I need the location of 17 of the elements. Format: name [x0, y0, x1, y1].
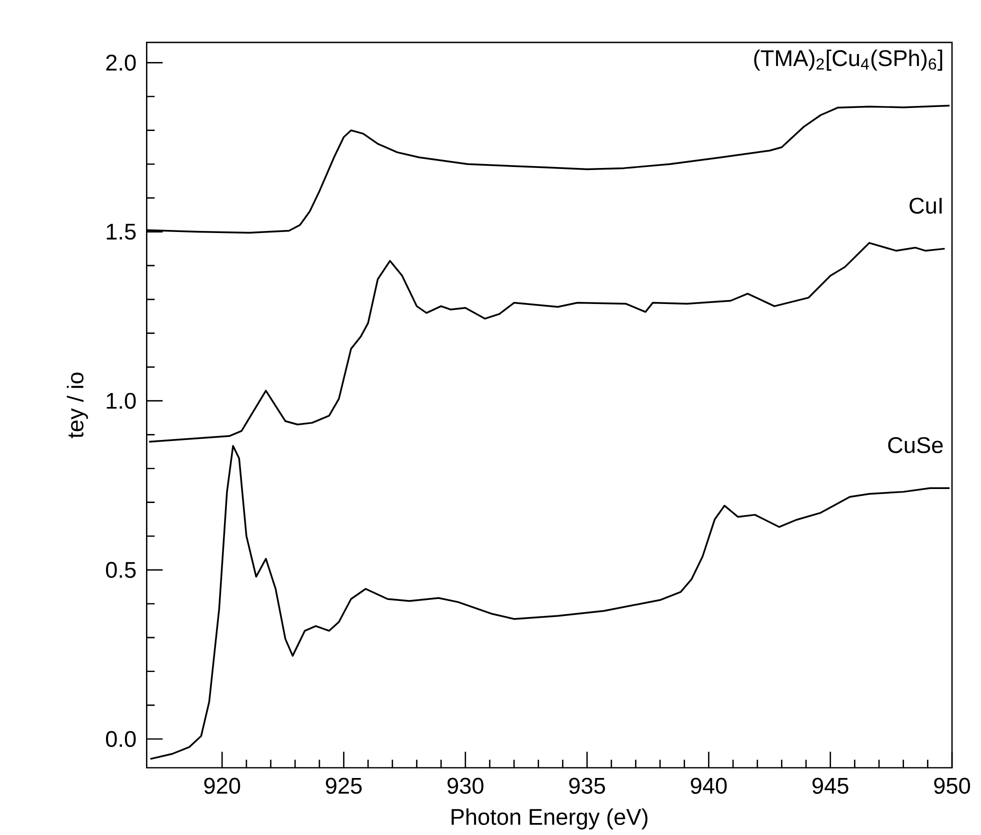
y-tick-label: 1.5 — [106, 224, 136, 240]
series-label: CuSe — [888, 437, 943, 454]
y-tick-label: 0.0 — [106, 730, 136, 748]
series-label: (TMA)$_{2}$[Cu$_{4}$(SPh)$_{6}$] — [754, 50, 942, 71]
x-tick-label: 950 — [934, 778, 970, 794]
y-axis-title: tey / io — [66, 372, 88, 438]
y-tick-label: 0.5 — [106, 562, 136, 578]
x-tick-label: 935 — [569, 778, 605, 794]
x-tick-label: 940 — [690, 778, 727, 794]
series-label: CuI — [910, 198, 942, 214]
y-tick-label: 1.0 — [106, 392, 136, 409]
y-tick-label: 2.0 — [106, 54, 136, 71]
x-tick-label: 930 — [448, 778, 484, 794]
x-tick-label: 945 — [812, 778, 848, 794]
x-tick-label: 925 — [326, 778, 362, 794]
x-axis-title: Photon Energy (eV) — [452, 808, 648, 830]
x-tick-label: 920 — [204, 778, 240, 794]
